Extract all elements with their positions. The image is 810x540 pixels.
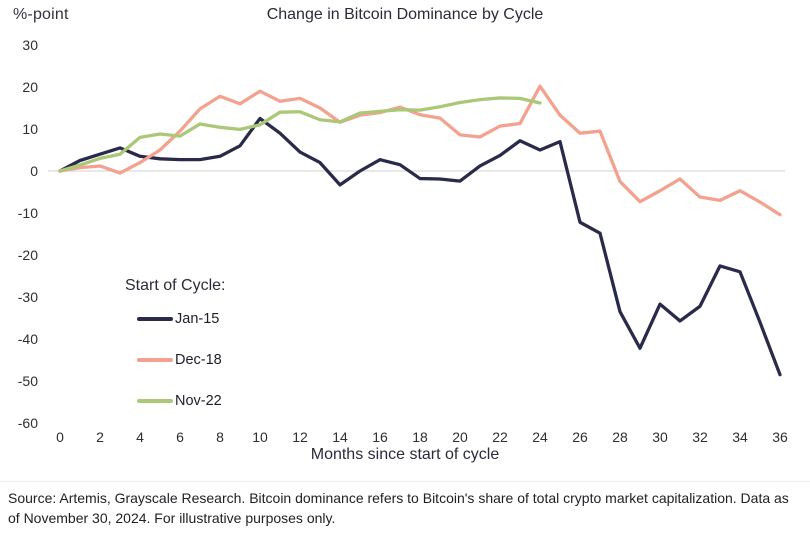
x-tick-label: 2 <box>96 429 104 445</box>
legend-item-dec-18: Dec-18 <box>137 350 225 370</box>
y-tick-label: 10 <box>22 121 38 137</box>
x-tick-label: 12 <box>292 429 308 445</box>
legend-items: Jan-15 Dec-18 Nov-22 <box>125 309 225 411</box>
legend: Start of Cycle: Jan-15 Dec-18 Nov-22 <box>125 277 225 432</box>
x-tick-label: 32 <box>692 429 708 445</box>
x-tick-label: 10 <box>252 429 268 445</box>
y-tick-label: -10 <box>18 205 38 221</box>
y-tick-label: 0 <box>30 163 38 179</box>
x-tick-label: 20 <box>452 429 468 445</box>
y-tick-label: -60 <box>18 415 38 431</box>
legend-label: Jan-15 <box>175 311 220 327</box>
x-tick-label: 14 <box>332 429 348 445</box>
series-line-nov-22 <box>58 96 542 173</box>
legend-swatch-nov-22 <box>137 399 173 403</box>
x-tick-label: 24 <box>532 429 548 445</box>
legend-swatch-dec-18 <box>137 358 173 362</box>
x-tick-label: 34 <box>732 429 748 445</box>
x-tick-label: 0 <box>56 429 64 445</box>
y-tick-label: -40 <box>18 331 38 347</box>
legend-item-jan-15: Jan-15 <box>137 309 225 329</box>
x-tick-label: 4 <box>136 429 144 445</box>
x-tick-label: 36 <box>772 429 788 445</box>
series-line-jan-15 <box>58 116 782 377</box>
y-tick-label: 20 <box>22 79 38 95</box>
y-tick-label: -30 <box>18 289 38 305</box>
x-tick-label: 26 <box>572 429 588 445</box>
y-tick-label: -50 <box>18 373 38 389</box>
x-axis-title: Months since start of cycle <box>310 446 500 463</box>
legend-label: Nov-22 <box>175 393 222 409</box>
legend-swatch-jan-15 <box>137 317 173 321</box>
y-tick-label: 30 <box>22 37 38 53</box>
x-tick-label: 30 <box>652 429 668 445</box>
y-axis-unit-label: %-point <box>13 6 69 23</box>
legend-label: Dec-18 <box>175 352 222 368</box>
legend-title: Start of Cycle: <box>125 277 226 294</box>
y-tick-label: -20 <box>18 247 38 263</box>
series-line-dec-18 <box>58 84 782 217</box>
x-tick-label: 18 <box>412 429 428 445</box>
chart-title: Change in Bitcoin Dominance by Cycle <box>266 6 544 23</box>
x-tick-label: 28 <box>612 429 628 445</box>
legend-item-nov-22: Nov-22 <box>137 391 225 411</box>
x-tick-label: 22 <box>492 429 508 445</box>
x-tick-label: 8 <box>216 429 224 445</box>
x-tick-label: 16 <box>372 429 388 445</box>
x-tick-label: 6 <box>176 429 184 445</box>
source-note: Source: Artemis, Grayscale Research. Bit… <box>0 481 810 529</box>
